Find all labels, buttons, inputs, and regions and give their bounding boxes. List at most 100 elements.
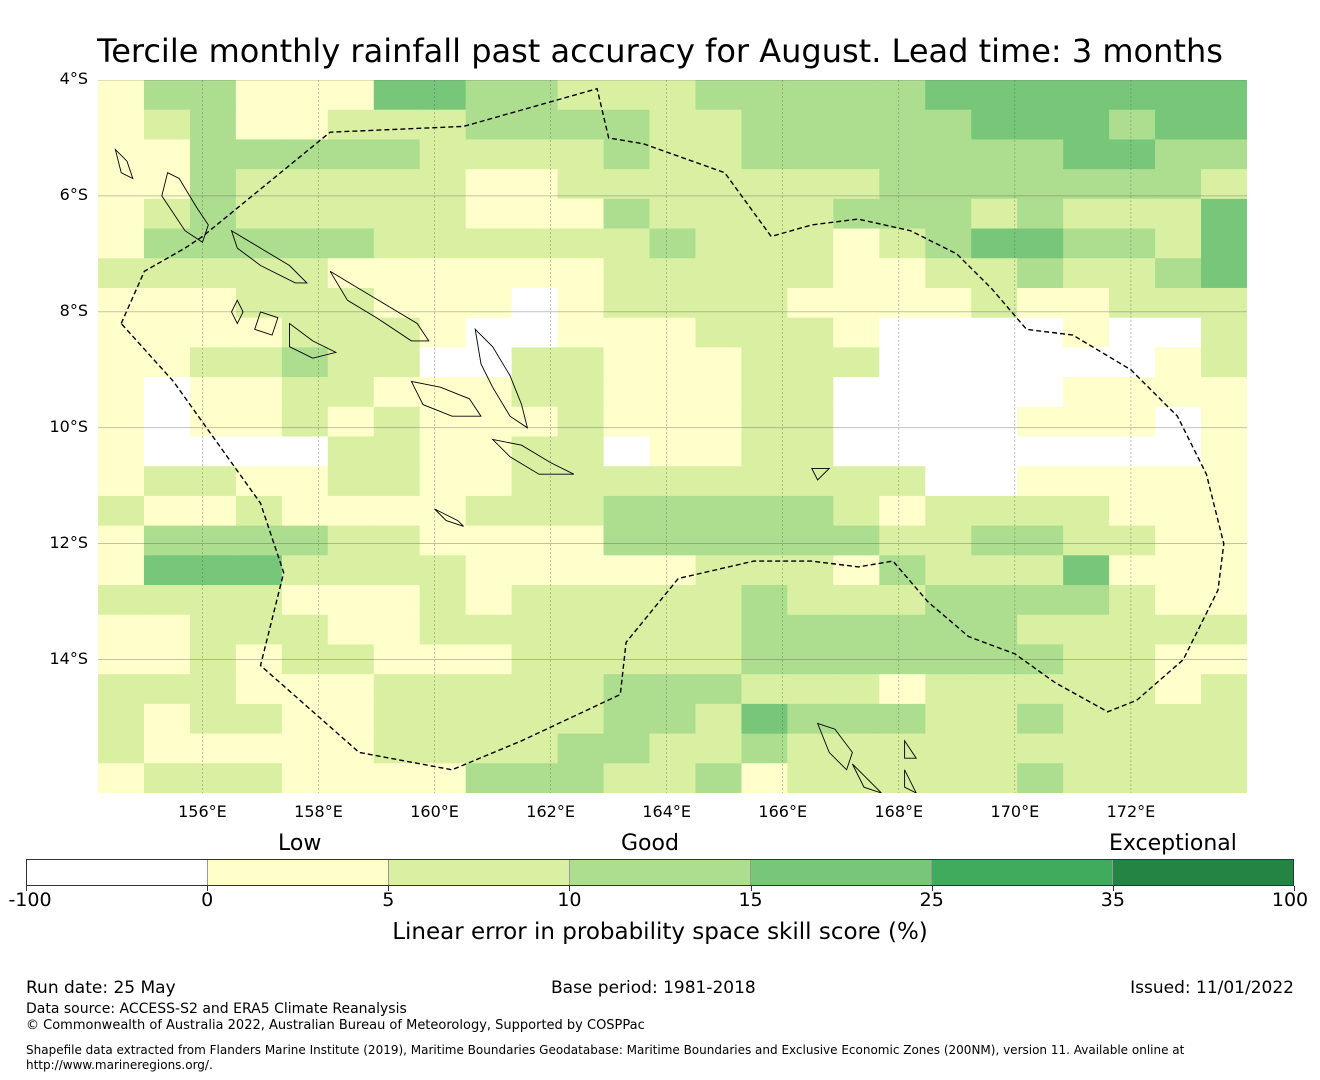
grid-cell [281, 585, 329, 616]
grid-cell [281, 139, 329, 170]
grid-cell [1201, 614, 1247, 646]
grid-cell [235, 347, 283, 378]
grid-cell [465, 495, 513, 527]
grid-cell [925, 466, 972, 497]
longitude-label: 166°E [758, 802, 808, 821]
grid-cell [189, 139, 237, 170]
grid-cell [235, 436, 283, 467]
grid-cell [98, 287, 145, 319]
grid-cell [235, 406, 283, 438]
colorbar-tick-mark [1294, 886, 1295, 891]
grid-cell [1155, 614, 1202, 646]
island-outline [254, 311, 279, 336]
grid-cell [925, 436, 972, 467]
grid-cell [925, 585, 972, 616]
grid-cell [143, 674, 191, 705]
grid-cell [419, 139, 467, 170]
grid-cell [557, 287, 605, 319]
grid-cell [189, 258, 237, 289]
grid-cell [327, 377, 375, 408]
grid-cell [1017, 525, 1064, 556]
grid-cell [1017, 436, 1064, 467]
grid-cell [557, 258, 605, 289]
grid-cell [235, 733, 283, 764]
grid-cell [143, 614, 191, 646]
grid-cell [419, 169, 467, 200]
grid-cell [695, 228, 743, 259]
grid-cell [98, 169, 145, 200]
island-outline [410, 380, 482, 417]
island-outline [491, 438, 575, 475]
grid-cell [1017, 347, 1064, 378]
grid-cell [833, 585, 880, 616]
grid-cell [1201, 139, 1247, 170]
grid-cell [833, 347, 880, 378]
grid-cell [419, 614, 467, 646]
grid-cell [695, 585, 743, 616]
grid-cell [649, 80, 697, 111]
grid-cell [143, 228, 191, 259]
grid-cell [603, 733, 651, 764]
grid-cell [1063, 436, 1110, 467]
grid-cell [787, 258, 834, 289]
grid-cell [511, 674, 559, 705]
grid-cell [327, 674, 375, 705]
grid-cell [235, 466, 283, 497]
grid-cell [465, 406, 513, 438]
grid-cell [327, 763, 375, 793]
grid-cell [925, 109, 972, 141]
grid-cell [603, 763, 651, 793]
grid-cell [281, 377, 329, 408]
grid-cell [1155, 406, 1202, 438]
grid-cell [1017, 614, 1064, 646]
colorbar-segment [389, 860, 570, 885]
grid-cell [741, 585, 788, 616]
colorbar-tick-mark [569, 886, 571, 891]
grid-cell [373, 80, 421, 111]
grid-cell [695, 377, 743, 408]
grid-cell [327, 169, 375, 200]
grid-cell [465, 169, 513, 200]
eez-boundary [120, 87, 1225, 771]
grid-cell [511, 198, 559, 230]
grid-cell [741, 525, 788, 556]
longitude-label: 168°E [874, 802, 924, 821]
grid-cell [557, 139, 605, 170]
grid-cell [1155, 495, 1202, 527]
grid-cell [1155, 347, 1202, 378]
grid-cell [1201, 109, 1247, 141]
grid-cell [511, 347, 559, 378]
grid-cell [787, 585, 834, 616]
grid-cell [98, 406, 145, 438]
grid-cell [419, 525, 467, 556]
grid-cell [695, 614, 743, 646]
grid-cell [1201, 317, 1247, 348]
grid-cell [603, 703, 651, 735]
grid-cell [833, 674, 880, 705]
grid-cell [465, 674, 513, 705]
grid-cell [925, 377, 972, 408]
grid-cell [649, 287, 697, 319]
grid-cell [1063, 377, 1110, 408]
grid-cell [741, 406, 788, 438]
grid-cell [833, 495, 880, 527]
grid-cell [143, 733, 191, 764]
grid-cell [281, 763, 329, 793]
grid-cell [971, 585, 1018, 616]
grid-cell [787, 377, 834, 408]
grid-cell [98, 258, 145, 289]
grid-cell [373, 436, 421, 467]
grid-cell [235, 80, 283, 111]
longitude-label: 172°E [1106, 802, 1156, 821]
grid-cell [1201, 169, 1247, 200]
grid-cell [189, 406, 237, 438]
grid-cell [235, 317, 283, 348]
colorbar-tick-mark [750, 886, 752, 891]
grid-cell [189, 703, 237, 735]
grid-cell [1109, 585, 1156, 616]
grid-cell [465, 80, 513, 111]
grid-cell [419, 406, 467, 438]
grid-cell [879, 525, 926, 556]
grid-cell [281, 258, 329, 289]
grid-cell [327, 733, 375, 764]
